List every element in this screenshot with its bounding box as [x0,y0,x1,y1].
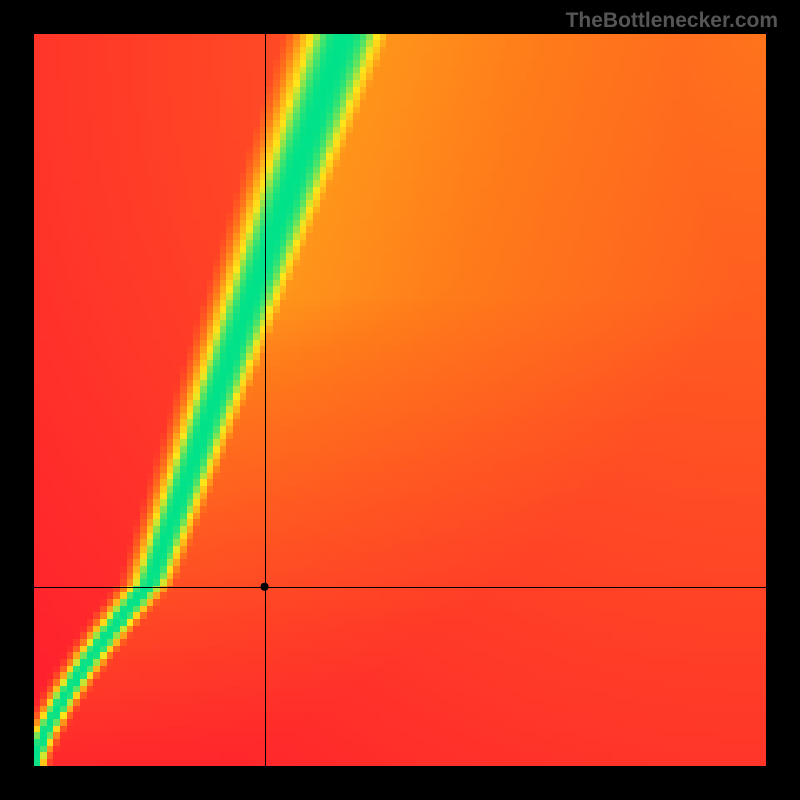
heatmap-canvas [34,34,766,766]
plot-area [34,34,766,766]
watermark-text: TheBottlenecker.com [566,9,778,33]
chart-container: TheBottlenecker.com [0,0,800,800]
